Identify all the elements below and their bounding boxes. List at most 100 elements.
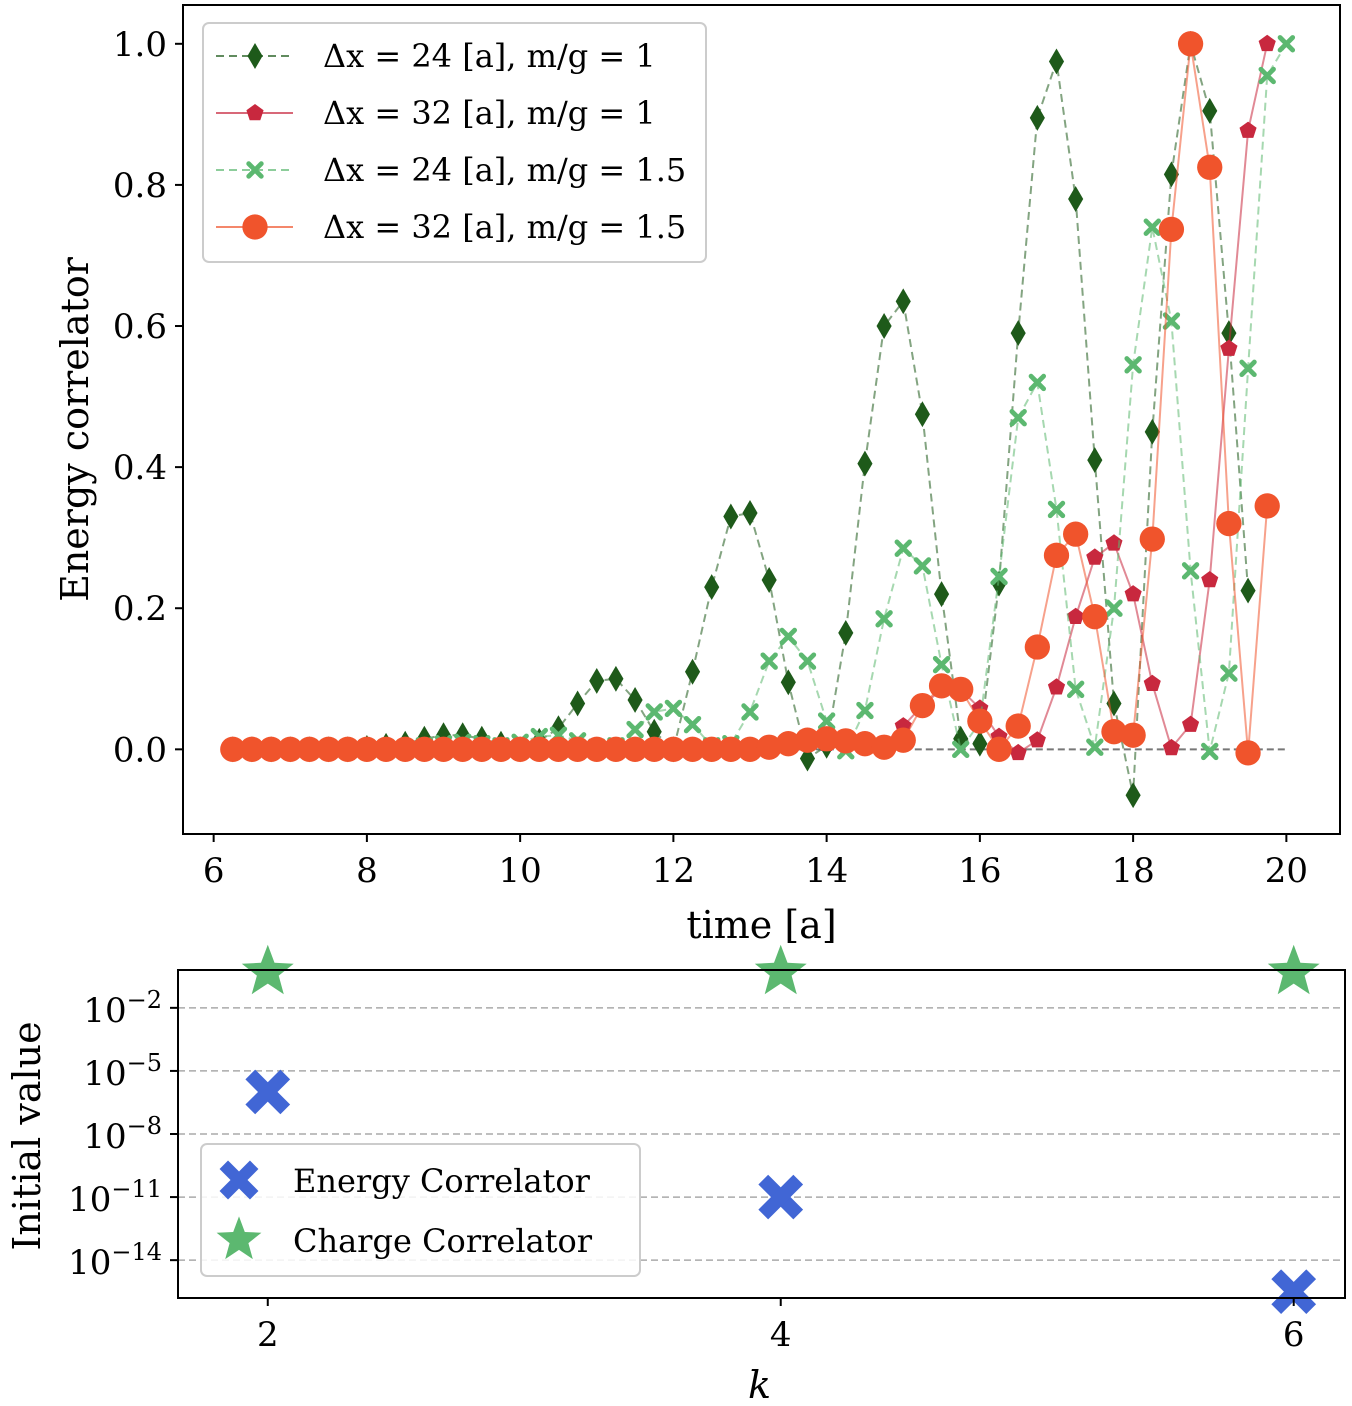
point-x-24-a-m-g-1-30 (799, 745, 816, 772)
top-x-tick-label-6: 6 (203, 851, 225, 891)
point-x-32-a-m-g-1-5-23 (660, 736, 687, 762)
bottom-x-tick-label-4: 4 (770, 1315, 792, 1355)
point-x-32-a-m-g-1-5-16 (526, 736, 552, 762)
point-x-32-a-m-g-1-5-32 (833, 728, 859, 754)
point-x-24-a-m-g-1-47 (1125, 782, 1141, 809)
point-x-24-a-m-g-1-36 (914, 401, 930, 428)
point-x-32-a-m-g-1-5-41 (1005, 713, 1031, 739)
point-x-24-a-m-g-1-11 (435, 722, 452, 749)
point-x-24-a-m-g-1-5-53 (1239, 359, 1257, 378)
point-x-24-a-m-g-1-28 (761, 567, 777, 593)
point-x-32-a-m-g-1-5-1 (239, 736, 265, 762)
legend-marker-x-32-a-m-g-1 (246, 104, 264, 121)
bottom-grid (178, 1007, 1345, 1261)
point-x-24-a-m-g-1-5-53-stroke-b (1239, 359, 1257, 378)
point-x-24-a-m-g-1-21 (627, 686, 643, 713)
bottom-x-tick-label-2: 2 (257, 1315, 279, 1355)
legend-marker-x-24-a-m-g-1-5-stroke-b (246, 161, 264, 179)
top-x-tick-label-12: 12 (652, 851, 695, 891)
point-x-32-a-m-g-1-52 (1220, 339, 1238, 356)
point-x-32-a-m-g-1-5-50 (1177, 31, 1204, 57)
point-energy-correlator-0-stroke-b (245, 1069, 291, 1115)
series-energy-correlator (245, 1069, 1317, 1315)
point-x-32-a-m-g-1-5-30 (794, 727, 821, 753)
point-x-24-a-m-g-1-5-43 (1047, 500, 1066, 519)
point-x-32-a-m-g-1-5-11 (430, 736, 457, 762)
top-x-axis-label: time [a] (686, 903, 836, 947)
point-x-24-a-m-g-1-19 (589, 667, 605, 694)
point-x-24-a-m-g-1-17 (550, 715, 567, 742)
point-x-32-a-m-g-1-5-6 (335, 736, 361, 762)
point-x-32-a-m-g-1-5-35 (890, 727, 916, 753)
point-x-24-a-m-g-1-5-41 (1009, 409, 1027, 427)
legend-label-charge-correlator: Charge Correlator (293, 1222, 593, 1260)
point-x-24-a-m-g-1-5-52-stroke-b (1220, 664, 1238, 682)
legend-label-x-32-a-m-g-1-5: Δx = 32 [a], m/g = 1.5 (323, 208, 686, 246)
point-x-32-a-m-g-1-5-36 (909, 692, 936, 719)
point-x-24-a-m-g-1-20 (608, 665, 624, 692)
point-x-32-a-m-g-1-5-19 (584, 736, 610, 762)
point-x-24-a-m-g-1-5-46-stroke-b (1105, 599, 1123, 617)
point-energy-correlator-2-stroke-b (1271, 1269, 1317, 1315)
point-x-32-a-m-g-1-5-12 (450, 736, 476, 762)
tick-exponent: −5 (127, 1049, 162, 1077)
point-x-24-a-m-g-1-5-21-stroke-b (626, 720, 644, 739)
top-x-tick-label-16: 16 (958, 851, 1001, 891)
point-x-32-a-m-g-1-5-14 (488, 736, 514, 762)
point-x-24-a-m-g-1-5-41-stroke-b (1009, 409, 1027, 427)
point-x-32-a-m-g-1-5-49 (1158, 216, 1185, 243)
point-x-32-a-m-g-1-5-39 (967, 708, 993, 734)
point-x-24-a-m-g-1-5-50 (1181, 562, 1200, 580)
point-x-24-a-m-g-1-5-33-stroke-b (856, 701, 874, 720)
point-x-24-a-m-g-1-5-28 (760, 652, 778, 670)
point-x-32-a-m-g-1-5-53 (1235, 740, 1261, 766)
point-x-24-a-m-g-1-5-51 (1201, 742, 1219, 761)
point-x-24-a-m-g-1-18 (570, 690, 586, 717)
point-x-32-a-m-g-1-5-22 (641, 736, 667, 762)
point-x-32-a-m-g-1-5-29 (775, 731, 801, 757)
legend-label-energy-correlator: Energy Correlator (293, 1162, 591, 1200)
legend-label-x-24-a-m-g-1: Δx = 24 [a], m/g = 1 (323, 37, 656, 75)
point-x-24-a-m-g-1-29 (780, 669, 796, 696)
point-x-24-a-m-g-1-5-51-stroke-b (1201, 742, 1219, 761)
point-x-32-a-m-g-1-5-5 (315, 736, 342, 762)
point-x-32-a-m-g-1-5-13 (469, 736, 495, 762)
point-x-32-a-m-g-1-5-27 (737, 736, 763, 762)
point-x-24-a-m-g-1-5-34-stroke-b (875, 610, 893, 628)
point-x-24-a-m-g-1-5-52 (1220, 664, 1238, 682)
point-x-32-a-m-g-1-45 (1086, 548, 1104, 565)
point-x-24-a-m-g-1-5-30 (798, 652, 817, 670)
point-x-24-a-m-g-1-49 (1163, 161, 1179, 188)
point-x-24-a-m-g-1-5-50-stroke-b (1181, 562, 1200, 580)
point-x-24-a-m-g-1-32 (838, 619, 854, 646)
top-y-tick-label-2: 0.4 (113, 448, 167, 488)
point-x-24-a-m-g-1-5-42 (1028, 373, 1047, 392)
point-x-32-a-m-g-1-5-3 (277, 736, 303, 762)
point-x-24-a-m-g-1-5-36-stroke-b (913, 557, 932, 575)
point-x-24-a-m-g-1-5-31 (817, 712, 836, 730)
point-x-32-a-m-g-1-5-47 (1120, 722, 1146, 748)
point-x-24-a-m-g-1-5-22 (645, 703, 663, 721)
legend-marker-x-24-a-m-g-1 (247, 43, 263, 69)
legend-marker-x-32-a-m-g-1-5 (242, 214, 268, 240)
point-x-24-a-m-g-1-34 (876, 313, 892, 339)
point-x-32-a-m-g-1-5-0 (220, 736, 246, 762)
point-x-32-a-m-g-1-42 (1028, 731, 1046, 748)
top-y-tick-label-3: 0.6 (113, 307, 167, 347)
point-x-24-a-m-g-1-5-23-stroke-b (664, 699, 683, 718)
point-x-32-a-m-g-1-5-37 (928, 673, 955, 699)
point-x-32-a-m-g-1-5-28 (756, 734, 782, 760)
point-x-32-a-m-g-1-5-40 (986, 736, 1012, 762)
tick-exponent: −14 (111, 1238, 162, 1266)
point-x-24-a-m-g-1-5-55 (1277, 35, 1296, 53)
legend-label-x-24-a-m-g-1-5: Δx = 24 [a], m/g = 1.5 (323, 151, 686, 189)
series-layer (220, 30, 1296, 809)
point-x-24-a-m-g-1-5-38-stroke-b (952, 740, 970, 759)
bottom-x-ticks: 2 4 6 (257, 1298, 1305, 1355)
legend-marker-x-24-a-m-g-1-5 (246, 161, 264, 179)
point-x-32-a-m-g-1-5-21 (622, 736, 648, 762)
point-energy-correlator-1-stroke-b (758, 1174, 804, 1220)
point-x-32-a-m-g-1-5-34 (871, 734, 897, 760)
